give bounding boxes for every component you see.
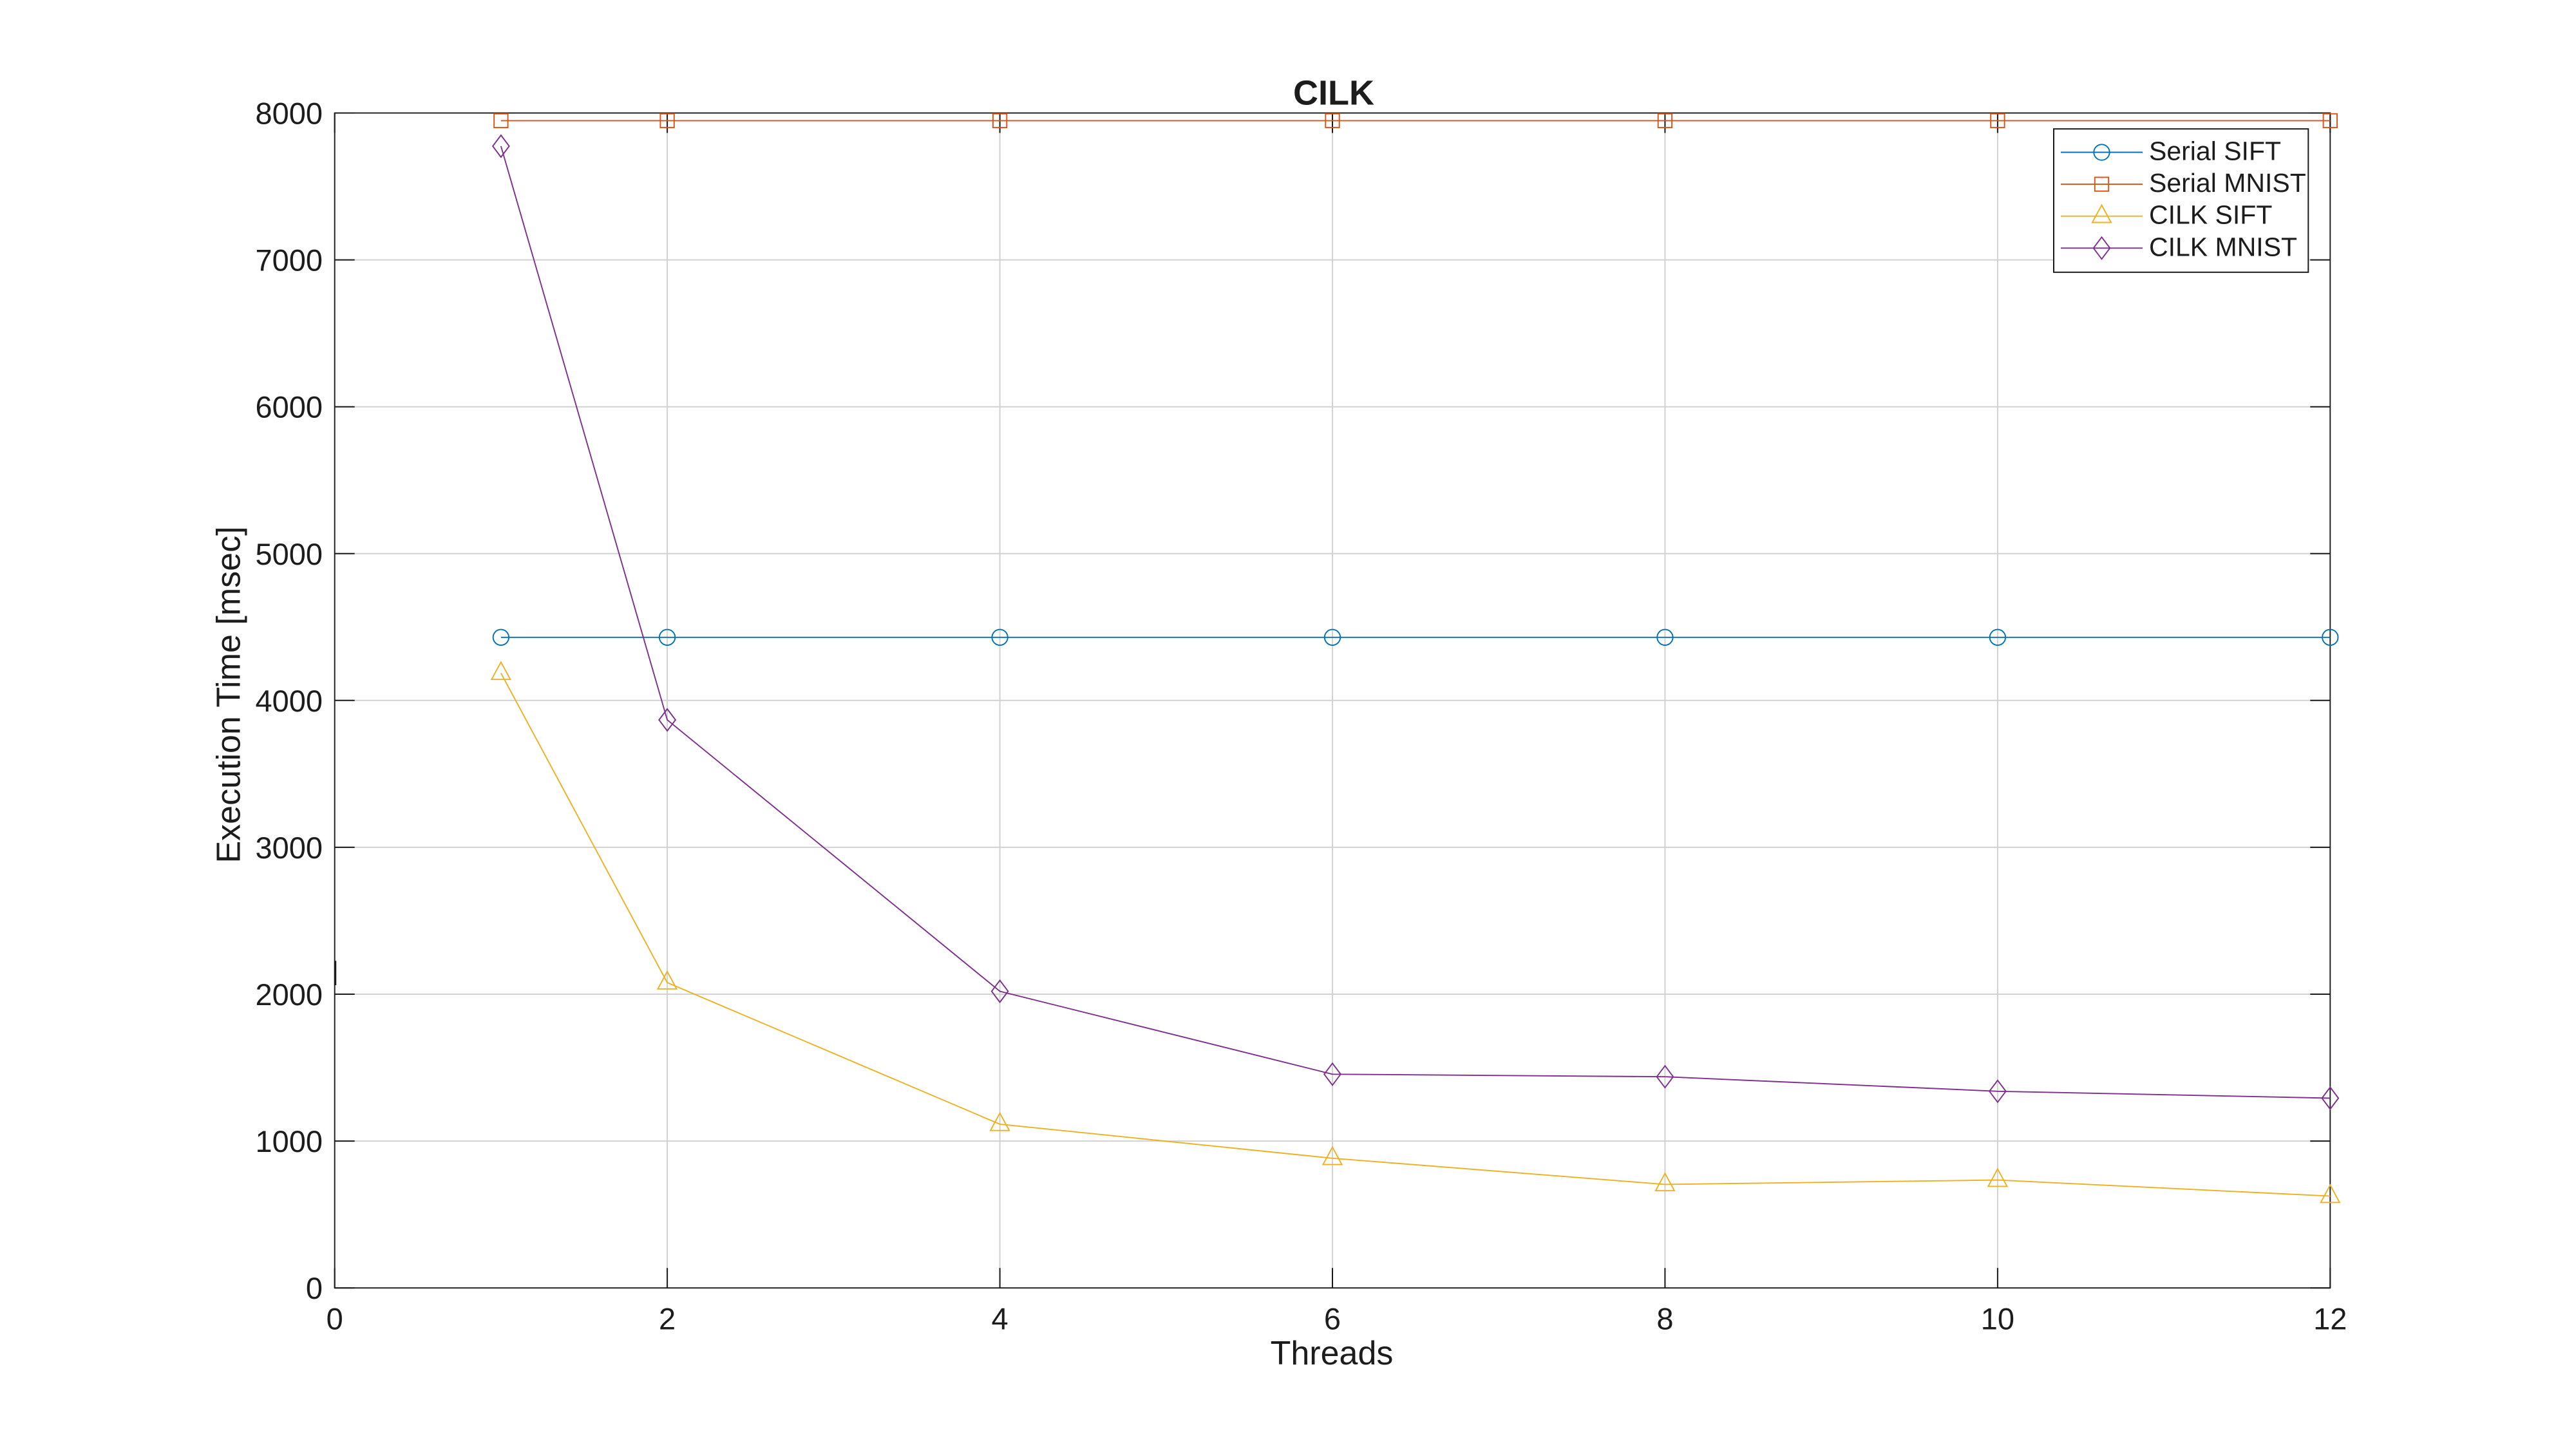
svg-text:4000: 4000: [255, 684, 323, 718]
svg-text:0: 0: [306, 1271, 323, 1305]
svg-text:Serial SIFT: Serial SIFT: [2149, 137, 2281, 166]
svg-text:CILK MNIST: CILK MNIST: [2149, 232, 2297, 261]
svg-text:CILK: CILK: [1293, 74, 1374, 113]
svg-text:Serial MNIST: Serial MNIST: [2149, 168, 2306, 198]
svg-text:6: 6: [1324, 1302, 1341, 1336]
svg-text:2: 2: [659, 1302, 676, 1336]
svg-text:6000: 6000: [255, 390, 323, 424]
svg-text:2000: 2000: [255, 977, 323, 1012]
svg-text:4: 4: [992, 1302, 1009, 1336]
svg-text:5000: 5000: [255, 537, 323, 571]
svg-text:Threads: Threads: [1271, 1335, 1394, 1372]
svg-text:Execution Time [msec]: Execution Time [msec]: [211, 526, 248, 863]
svg-text:1000: 1000: [255, 1124, 323, 1158]
svg-text:8000: 8000: [255, 97, 323, 131]
svg-text:8: 8: [1656, 1302, 1673, 1336]
svg-text:0: 0: [327, 1302, 343, 1336]
svg-text:3000: 3000: [255, 831, 323, 865]
svg-text:10: 10: [1981, 1302, 2014, 1336]
svg-text:CILK SIFT: CILK SIFT: [2149, 200, 2272, 230]
svg-text:7000: 7000: [255, 243, 323, 278]
svg-text:12: 12: [2313, 1302, 2347, 1336]
